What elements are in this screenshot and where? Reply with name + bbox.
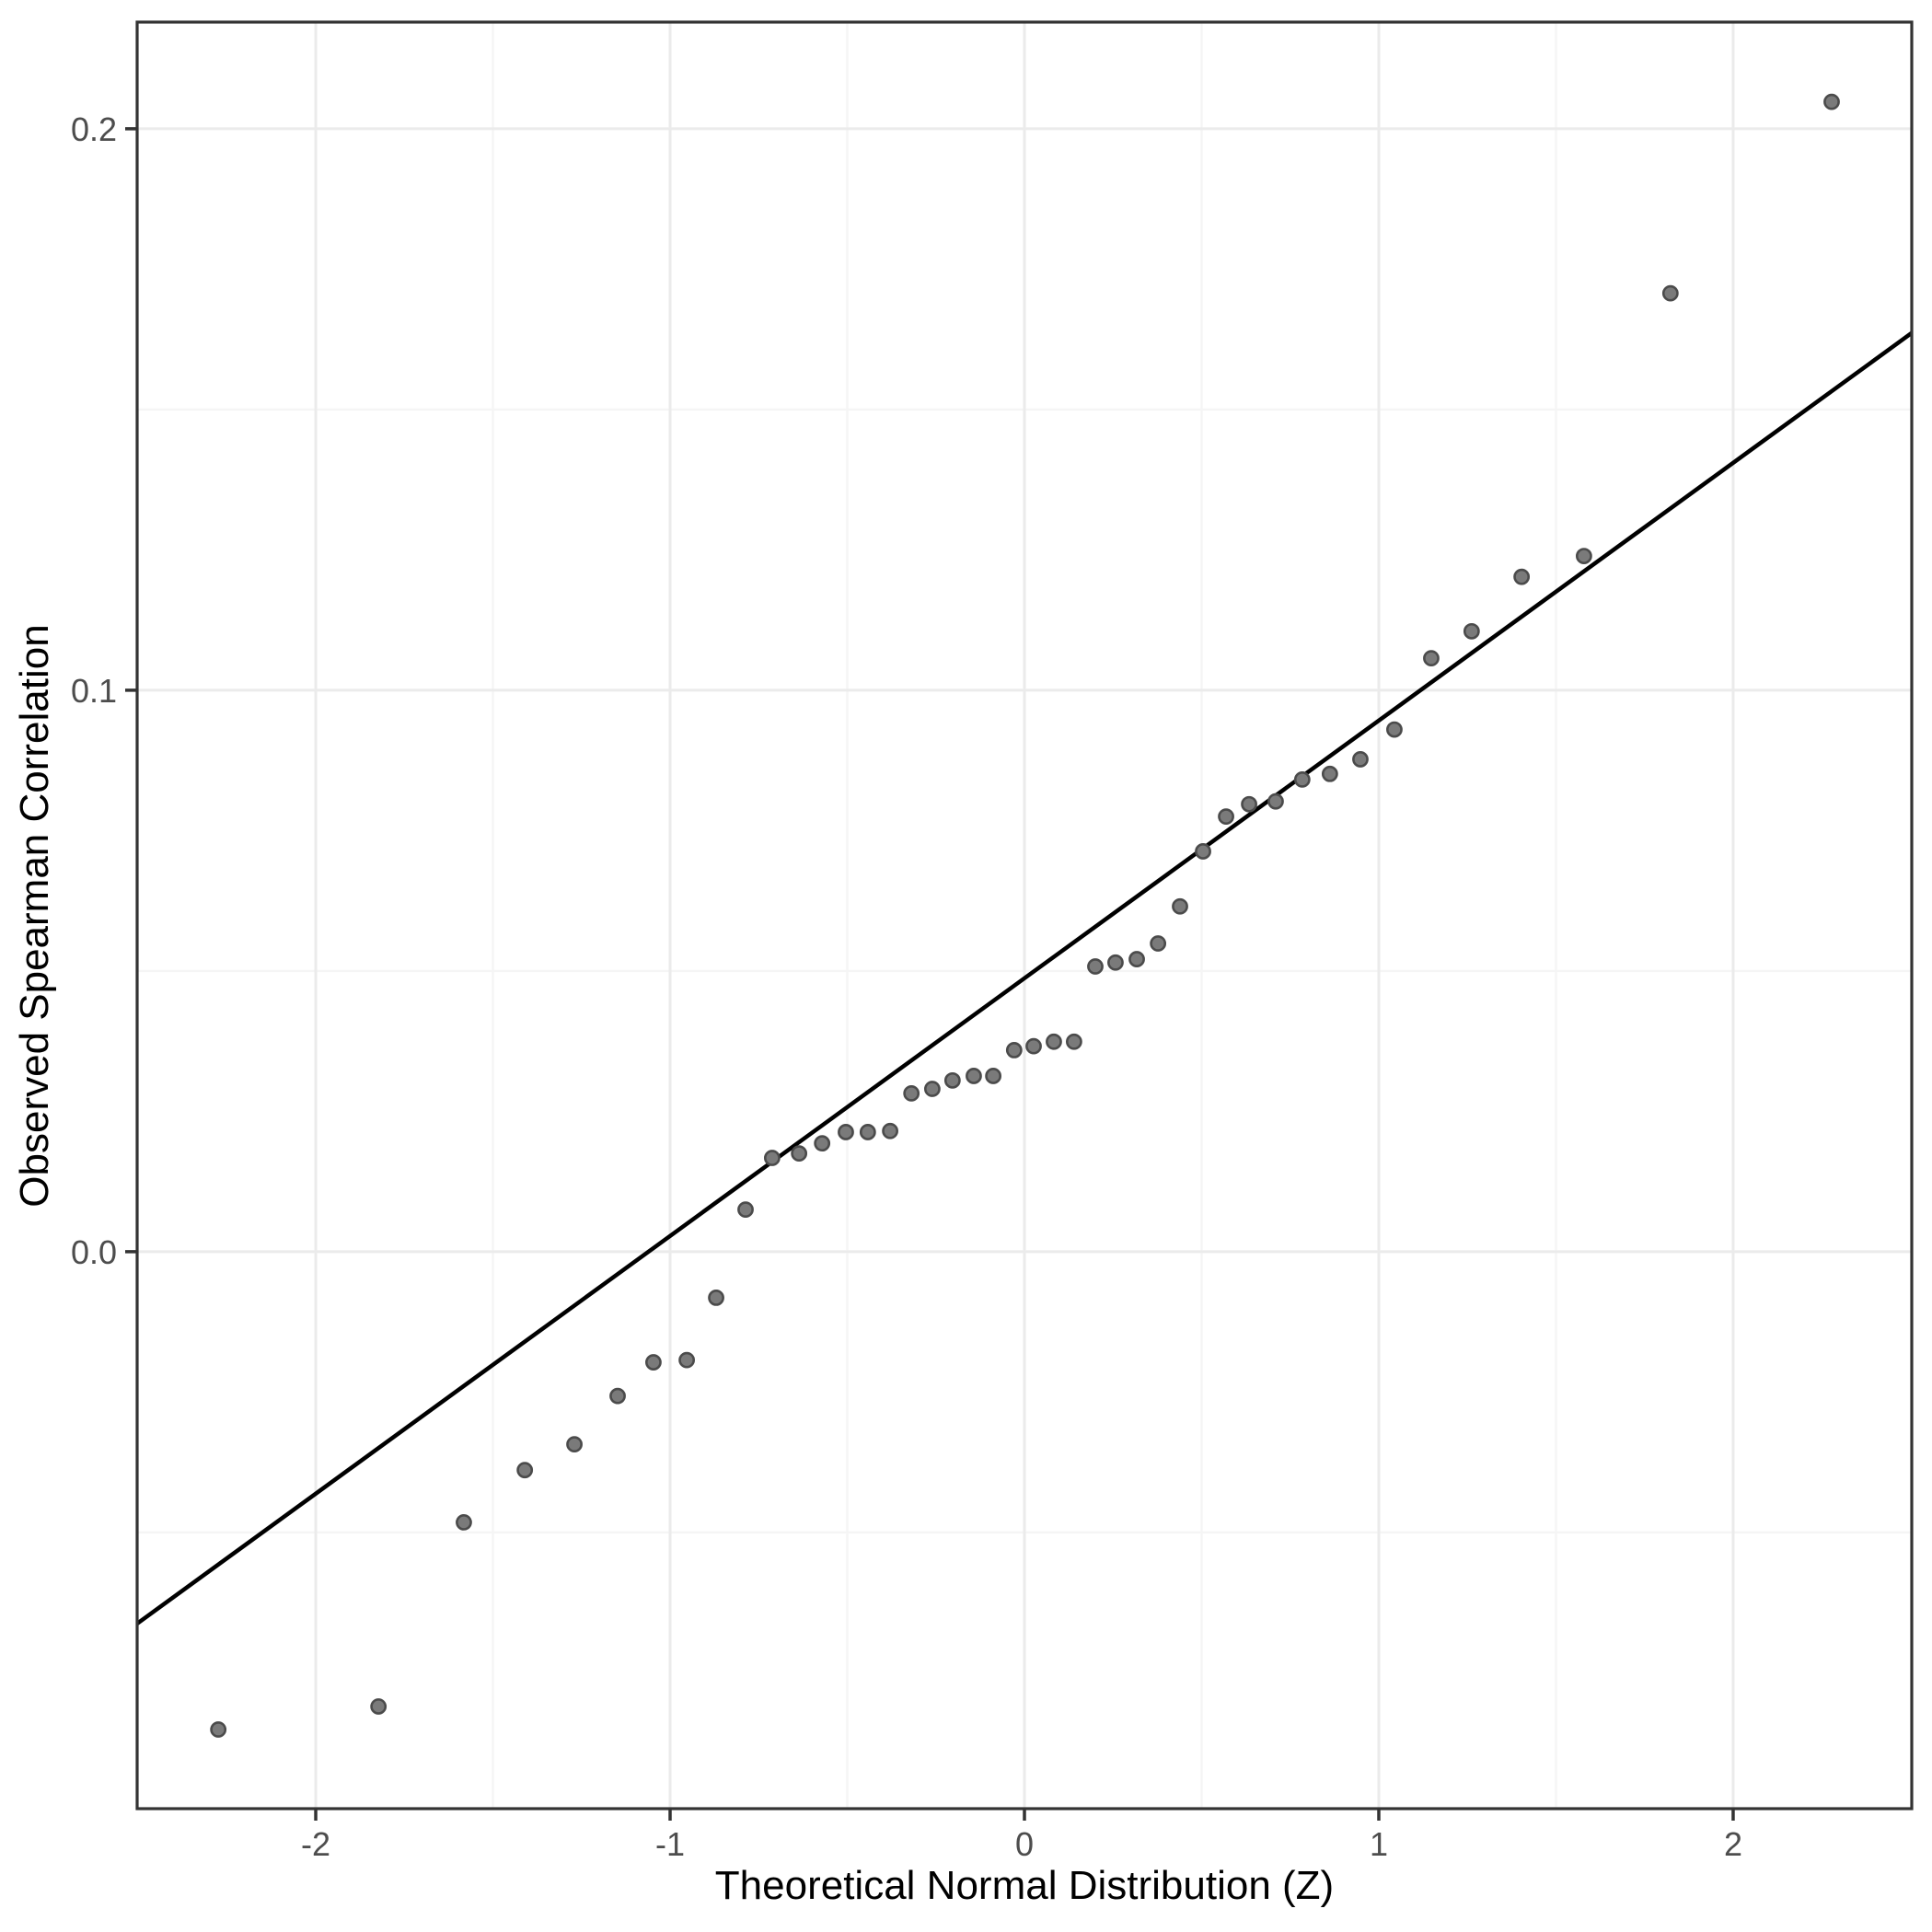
data-point bbox=[763, 1150, 781, 1166]
x-tick-label: -1 bbox=[655, 1825, 685, 1863]
data-point bbox=[708, 1290, 724, 1306]
reference-line bbox=[135, 330, 1914, 1625]
data-point bbox=[1423, 650, 1440, 667]
data-point bbox=[1150, 935, 1167, 952]
data-point bbox=[882, 1122, 898, 1140]
data-point bbox=[210, 1721, 227, 1738]
data-point bbox=[1241, 795, 1257, 813]
data-point bbox=[791, 1145, 808, 1163]
data-point bbox=[924, 1081, 941, 1097]
data-point bbox=[1128, 951, 1145, 967]
x-tick-label: 2 bbox=[1724, 1825, 1742, 1863]
data-point bbox=[1005, 1041, 1023, 1059]
data-point bbox=[985, 1068, 1002, 1084]
data-point bbox=[1218, 808, 1234, 826]
data-point bbox=[645, 1354, 662, 1371]
data-point bbox=[1575, 548, 1592, 565]
x-tick-label: 0 bbox=[1015, 1825, 1034, 1863]
y-axis-title: Observed Spearman Correlation bbox=[12, 624, 57, 1207]
x-axis-title: Theoretical Normal Distribution (Z) bbox=[715, 1863, 1334, 1908]
data-point bbox=[814, 1135, 831, 1152]
data-point bbox=[1352, 751, 1369, 768]
y-tick-label: 0.2 bbox=[71, 110, 117, 148]
data-point bbox=[456, 1514, 472, 1531]
x-tick-label: 1 bbox=[1370, 1825, 1388, 1863]
data-point bbox=[1463, 622, 1480, 640]
data-point bbox=[1321, 765, 1338, 782]
qq-reference-line bbox=[135, 330, 1914, 1625]
data-point bbox=[566, 1436, 583, 1453]
data-point bbox=[1172, 897, 1188, 915]
y-axis-tick-labels: 0.0 0.1 0.2 bbox=[71, 110, 117, 1271]
data-point bbox=[609, 1387, 626, 1405]
data-point bbox=[1661, 284, 1679, 302]
data-point bbox=[1513, 568, 1531, 585]
data-point bbox=[1195, 843, 1211, 860]
data-point bbox=[838, 1124, 854, 1140]
data-point bbox=[1823, 93, 1840, 110]
data-point bbox=[966, 1068, 982, 1084]
data-point bbox=[903, 1084, 920, 1102]
data-point bbox=[859, 1124, 876, 1140]
data-point bbox=[1107, 954, 1124, 971]
axis-tick-marks bbox=[125, 127, 1735, 1821]
y-tick-label: 0.1 bbox=[71, 672, 117, 710]
data-point bbox=[1087, 958, 1104, 975]
data-point bbox=[1065, 1033, 1082, 1050]
data-point bbox=[678, 1351, 696, 1369]
data-point bbox=[370, 1698, 388, 1715]
data-point bbox=[516, 1462, 534, 1479]
data-point bbox=[1293, 770, 1311, 788]
x-axis-tick-labels: -2 -1 0 1 2 bbox=[301, 1825, 1742, 1863]
data-point bbox=[737, 1201, 754, 1219]
data-point bbox=[1046, 1033, 1062, 1050]
x-tick-label: -2 bbox=[301, 1825, 330, 1863]
data-point bbox=[1386, 721, 1403, 738]
data-point bbox=[1025, 1037, 1042, 1055]
data-point bbox=[943, 1071, 961, 1089]
scatter-points bbox=[210, 93, 1840, 1738]
y-tick-label: 0.0 bbox=[71, 1233, 117, 1271]
grid-major-lines bbox=[137, 22, 1912, 1809]
data-point bbox=[1267, 792, 1284, 810]
